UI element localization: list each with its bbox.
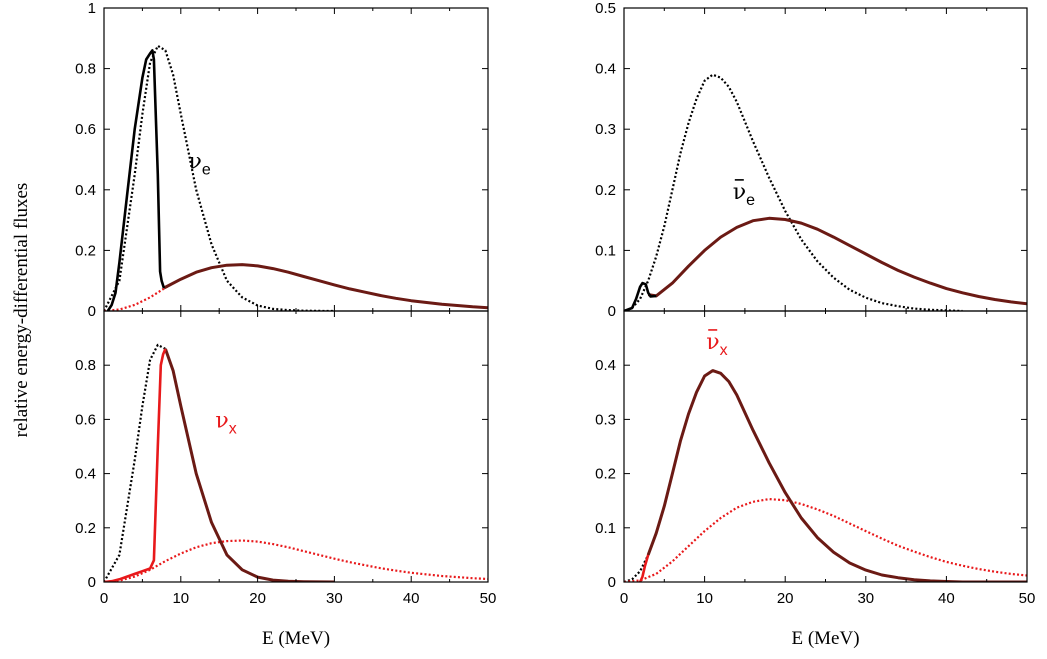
x-tick-label: 20 [777,590,794,607]
plot-frame [103,310,489,583]
y-tick-label: 0.6 [75,121,96,138]
plot-frame [623,310,1028,583]
x-axis-label: E (MeV) [791,628,859,649]
series-group [624,73,1027,311]
panel-bottom-right: 0 10 20 30 40 50 0 0.1 0.2 0.3 0.4 E (MeV) νx [595,310,1036,649]
y-tick-label: 0.3 [595,121,616,138]
y-tick-label: 0.1 [595,242,616,259]
x-tick-label: 40 [403,590,420,607]
x-tick-label: 50 [1019,590,1036,607]
x-tick-label: 40 [938,590,955,607]
series-line-solid-darkred [163,263,488,310]
series-line-solid-black [106,49,166,311]
y-tick-label: 0.5 [595,0,616,17]
series-line-solid-darkred [163,348,335,582]
y-tick-label: 0.4 [75,466,96,483]
y-tick-label: 0.3 [595,411,616,428]
series-line-dotted-black [104,343,335,582]
series-group [624,369,1027,582]
y-tick-label: 0.4 [595,61,616,78]
panel-bottom-left: 0 10 20 30 40 50 0 0.2 0.4 0.6 0.8 E (MeV) νx [75,310,497,649]
x-tick-label: 50 [480,590,497,607]
series-line-solid-red [638,554,650,582]
y-tick-label: 0.1 [595,520,616,537]
series-line-dotted-black [624,73,963,311]
y-tick-label: 0.8 [75,357,96,374]
plot-frame [103,7,489,312]
x-tick-label: 0 [620,590,628,607]
series-line-dotted-black [104,44,335,311]
neutrino-label-bottom-right: νx [706,330,727,359]
y-axis-label: relative energy-differential fluxes [11,183,32,438]
x-tick-label: 30 [326,590,343,607]
y-tick-label: 0.6 [75,411,96,428]
neutrino-label-top-right: νe [733,180,755,209]
series-line-solid-darkred [646,369,1027,582]
y-tick-label: 0.2 [75,242,96,259]
y-tick-label: 0.2 [595,466,616,483]
panel-top-right: 0 0.1 0.2 0.3 0.4 0.5 νe [595,0,1028,320]
series-group [104,44,488,311]
y-tick-label: 0 [608,303,616,320]
x-tick-label: 0 [100,590,108,607]
x-tick-label: 20 [249,590,266,607]
neutrino-label-top-left: νe [188,150,210,179]
x-tick-label: 30 [857,590,874,607]
series-line-dotted-red [624,498,1027,582]
x-axis-label: E (MeV) [262,628,330,649]
y-tick-label: 0.4 [75,182,96,199]
x-tick-label: 10 [172,590,189,607]
series-line-dotted-red [104,539,488,582]
series-group [104,343,488,582]
y-tick-label: 1 [88,0,96,17]
y-tick-label: 0.2 [75,520,96,537]
neutrino-label-bottom-left: νx [215,409,236,438]
y-tick-label: 0 [608,574,616,591]
y-tick-label: 0.2 [595,182,616,199]
y-tick-label: 0 [88,303,96,320]
x-tick-label: 10 [696,590,713,607]
series-line-solid-red [104,348,167,582]
y-tick-label: 0 [88,574,96,591]
y-tick-label: 0.8 [75,61,96,78]
y-tick-label: 0.4 [595,357,616,374]
series-line-solid-darkred [647,216,1027,306]
plot-frame [623,7,1028,312]
series-line-solid-black [624,281,657,311]
panel-top-left: 0 0.2 0.4 0.6 0.8 1 νe [75,0,489,320]
